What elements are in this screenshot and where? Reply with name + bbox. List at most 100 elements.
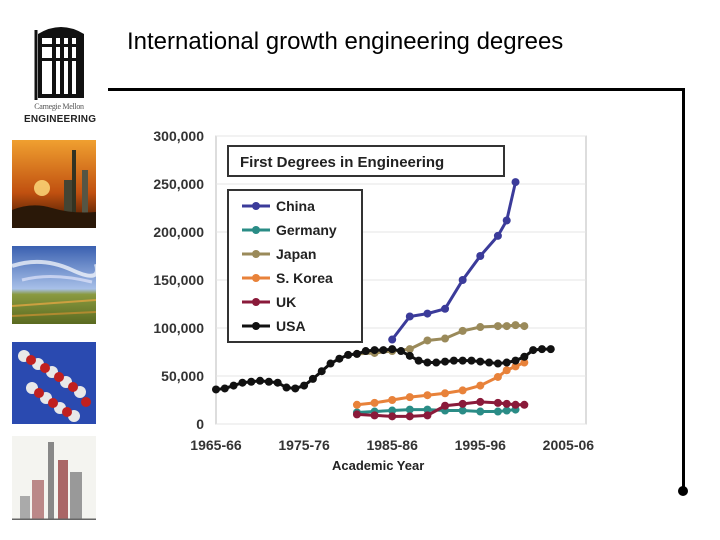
refinery-towers-photo (12, 436, 96, 520)
x-axis-ticks: 1965-66 1975-76 1985-86 1995-96 2005-06 (190, 437, 594, 453)
data-point (212, 385, 220, 394)
legend-item: S. Korea (242, 270, 333, 286)
data-point (511, 356, 520, 365)
y-tick-label: 300,000 (153, 128, 204, 144)
y-tick-label: 250,000 (153, 176, 204, 192)
data-point (317, 367, 326, 376)
data-point (229, 381, 238, 390)
data-point (388, 345, 397, 354)
data-point (502, 216, 511, 225)
x-tick-label: 1975-76 (278, 437, 330, 453)
legend-swatch-marker (252, 322, 260, 330)
data-point (476, 381, 485, 390)
data-point (282, 383, 291, 392)
data-point (397, 347, 405, 356)
data-point (441, 389, 450, 398)
data-point (361, 347, 370, 356)
data-point (441, 357, 450, 366)
field-sky-photo (12, 246, 96, 324)
data-point (511, 321, 520, 330)
engineering-degrees-chart: 0 50,000 100,000 150,000 200,000 250,000 300,0… (153, 128, 594, 473)
data-point (405, 412, 414, 421)
data-point (502, 406, 511, 415)
data-point (405, 345, 414, 354)
data-point (220, 384, 229, 393)
y-tick-label: 150,000 (153, 272, 204, 288)
data-point (423, 358, 432, 367)
data-point (537, 345, 546, 354)
data-point (291, 384, 300, 393)
legend-label: China (276, 198, 315, 214)
data-point (352, 400, 361, 409)
data-point (326, 359, 335, 368)
data-point (511, 400, 520, 409)
title-rule-horizontal (108, 88, 684, 91)
data-point (502, 358, 511, 367)
data-point (256, 376, 265, 385)
logo-university-name: Carnegie Mellon (34, 102, 84, 111)
data-point (467, 356, 476, 365)
data-point (308, 374, 317, 383)
rule-end-dot (678, 486, 688, 496)
series-layer (212, 178, 555, 421)
legend-swatch-marker (252, 298, 260, 306)
data-point (520, 358, 529, 367)
chart-title-box: First Degrees in Engineering (227, 145, 505, 177)
data-point (423, 411, 432, 420)
data-point (502, 399, 511, 408)
data-point (370, 398, 379, 407)
y-tick-label: 50,000 (161, 368, 204, 384)
series-china (388, 178, 520, 344)
data-point (458, 356, 467, 365)
data-point (511, 178, 520, 187)
data-point (493, 322, 502, 331)
legend-label: Germany (276, 222, 337, 238)
data-point (405, 351, 414, 360)
data-point (441, 304, 450, 313)
data-point (493, 359, 502, 368)
data-point (493, 398, 502, 407)
data-point (238, 378, 247, 387)
x-axis-label: Academic Year (332, 458, 424, 473)
data-point (529, 346, 538, 355)
data-point (520, 352, 529, 361)
x-tick-label: 1965-66 (190, 437, 242, 453)
data-point (458, 276, 467, 284)
data-point (441, 401, 450, 410)
data-point (352, 349, 361, 358)
data-point (388, 396, 397, 404)
data-point (546, 345, 555, 354)
data-point (458, 326, 467, 335)
data-point (335, 354, 344, 363)
data-point (441, 334, 450, 343)
legend-item: USA (242, 318, 306, 334)
data-point (388, 406, 397, 415)
chart-title: First Degrees in Engineering (240, 154, 444, 171)
data-point (423, 336, 432, 345)
data-point (273, 378, 282, 387)
data-point (458, 406, 467, 415)
data-point (520, 400, 529, 409)
data-point (379, 346, 388, 355)
logo-engineering: ENGINEERING (24, 114, 97, 125)
title-rule-vertical (682, 88, 685, 490)
data-point (458, 386, 467, 395)
data-point (405, 312, 414, 321)
legend-item: UK (242, 294, 296, 310)
data-point (388, 335, 397, 344)
data-point (493, 407, 502, 416)
data-point (502, 322, 511, 331)
y-axis-ticks: 0 50,000 100,000 150,000 200,000 250,000 300,0… (153, 128, 204, 432)
legend-swatch-marker (252, 250, 260, 258)
data-point (476, 323, 485, 332)
sunset-refinery-photo (12, 140, 96, 228)
data-point (476, 252, 485, 260)
data-point (449, 356, 458, 365)
series-s-korea (352, 358, 529, 409)
data-point (423, 309, 432, 318)
data-point (370, 411, 379, 420)
data-point (502, 366, 511, 375)
molecule-photo (12, 342, 96, 424)
data-point (300, 381, 309, 390)
legend-swatch-marker (252, 226, 260, 234)
